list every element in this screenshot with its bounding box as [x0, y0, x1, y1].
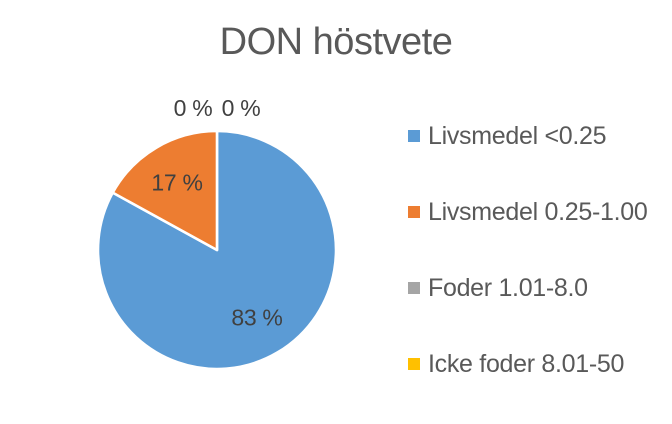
legend-item-0[interactable]: Livsmedel <0.25 [408, 98, 647, 174]
legend-swatch-icon [408, 130, 420, 142]
legend-swatch-icon [408, 206, 420, 218]
legend-label: Livsmedel <0.25 [428, 121, 607, 150]
legend-swatch-icon [408, 282, 420, 294]
legend-item-1[interactable]: Livsmedel 0.25-1.00 [408, 174, 648, 250]
legend-label: Icke foder 8.01-50 [428, 349, 625, 378]
legend-item-3[interactable]: Icke foder 8.01-50 [408, 326, 647, 402]
pie-slice-1[interactable] [111, 129, 219, 252]
legend-item-2[interactable]: Foder 1.01-8.0 [408, 250, 647, 326]
data-label-1: 17 % [151, 169, 202, 195]
data-label-3: 0 % [222, 95, 261, 121]
legend: Livsmedel <0.25 Livsmedel 0.25-1.00 Foder … [408, 98, 648, 402]
legend-swatch-icon [408, 358, 420, 370]
legend-label: Livsmedel 0.25-1.00 [428, 197, 648, 226]
data-label-2: 0 % [174, 95, 213, 121]
chart-title: DON höstvete [219, 21, 453, 63]
legend-label: Foder 1.01-8.0 [428, 273, 588, 302]
data-label-0: 83 % [231, 305, 282, 331]
